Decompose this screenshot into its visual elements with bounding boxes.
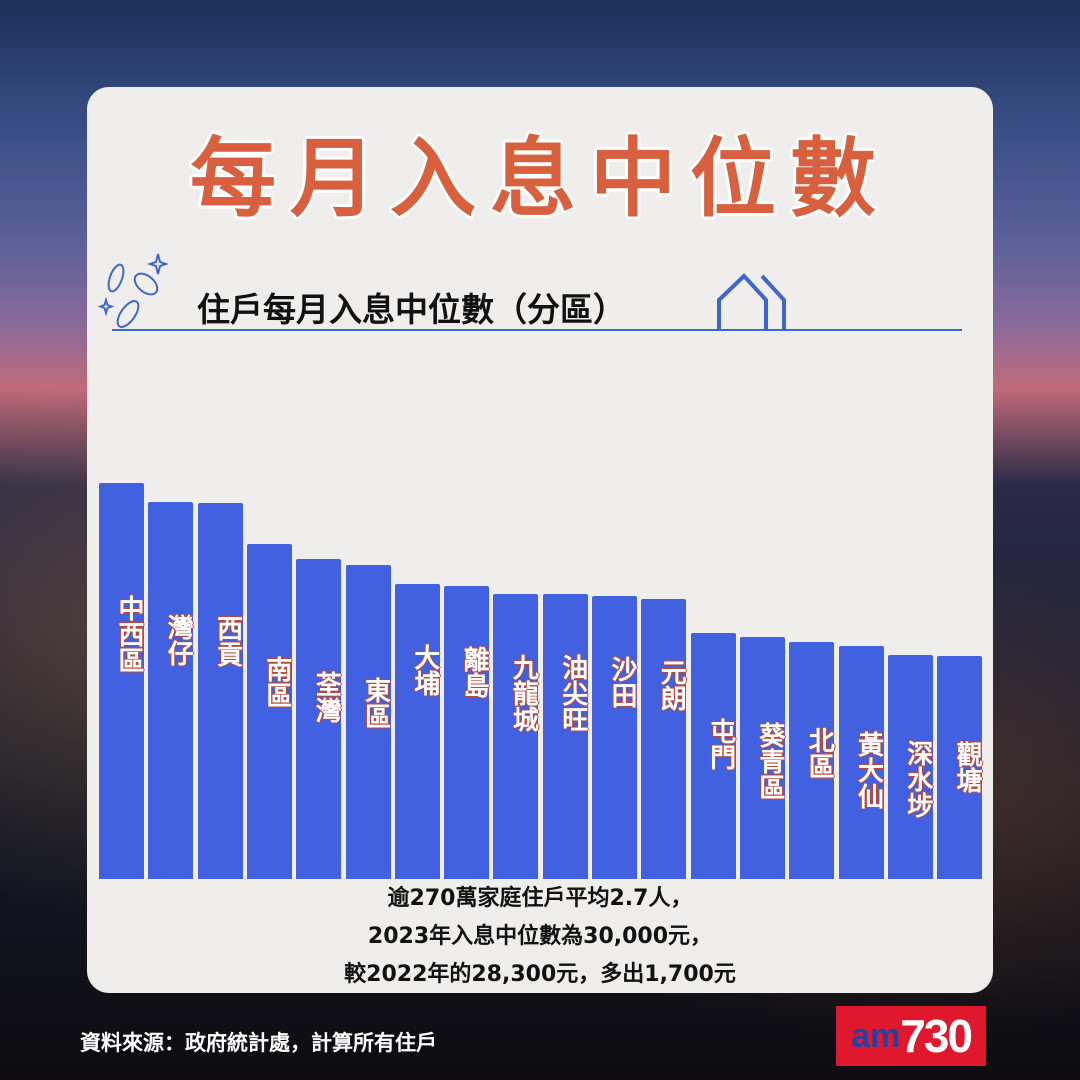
bar-label: 北區 [804,727,835,779]
bar-label: 離島 [459,646,490,698]
bar-label: 沙田 [607,656,637,708]
page-title: 每月入息中位數 [190,129,890,229]
bar-label: 觀塘 [952,741,983,793]
bar-label: 屯門 [705,718,736,770]
bar-label: 葵青區 [754,722,785,800]
bar: 九龍城 [493,594,539,879]
bar: 大埔 [394,584,440,879]
chart-title: 住戶每月入息中位數（分區） [197,290,626,329]
bar-label: 荃灣 [311,671,342,723]
bar: 中西區 [99,483,144,879]
bar: 北區 [789,642,835,879]
bar: 深水埗 [887,655,933,879]
logo-am: am [851,1016,901,1055]
bar-label: 油尖旺 [557,654,588,732]
bar: 東區 [345,565,391,879]
source-text: 資料來源：政府統計處，計算所有住戶 [80,1031,437,1055]
bar: 屯門 [690,633,736,879]
logo-number: 730 [900,1010,973,1062]
title-underline [112,329,962,331]
bar: 元朗 [641,599,687,879]
bar: 油尖旺 [542,594,588,879]
house-icon [717,273,786,330]
bar: 灣仔 [148,502,194,879]
coins-icon [98,253,168,328]
bar-label: 東區 [360,677,391,729]
bar: 南區 [246,544,292,879]
bar-label: 南區 [261,656,292,708]
bar: 黃大仙 [838,646,884,879]
note-line: 2023年入息中位數為30,000元， [367,924,713,949]
bar: 葵青區 [739,637,785,879]
bar-label: 元朗 [656,659,687,711]
bar-label: 深水埗 [902,740,933,818]
am730-logo: am 730 [836,1006,986,1066]
bar: 沙田 [592,596,637,879]
bar-label: 九龍城 [508,654,539,732]
bar: 西貢 [197,503,243,879]
bar-label: 西貢 [212,615,243,667]
bar-label: 灣仔 [163,614,194,666]
note-line: 較2022年的28,300元，多出1,700元 [344,962,736,987]
bar-label: 黃大仙 [853,731,884,809]
bar: 離島 [444,586,490,879]
bar: 荃灣 [296,559,342,879]
note-line: 逾270萬家庭住戶平均2.7人， [387,886,693,911]
summary-note: 逾270萬家庭住戶平均2.7人， 2023年入息中位數為30,000元， 較20… [0,880,1080,994]
bar: 觀塘 [937,656,983,879]
bar-label: 大埔 [409,644,440,696]
bar-label: 中西區 [114,595,144,673]
